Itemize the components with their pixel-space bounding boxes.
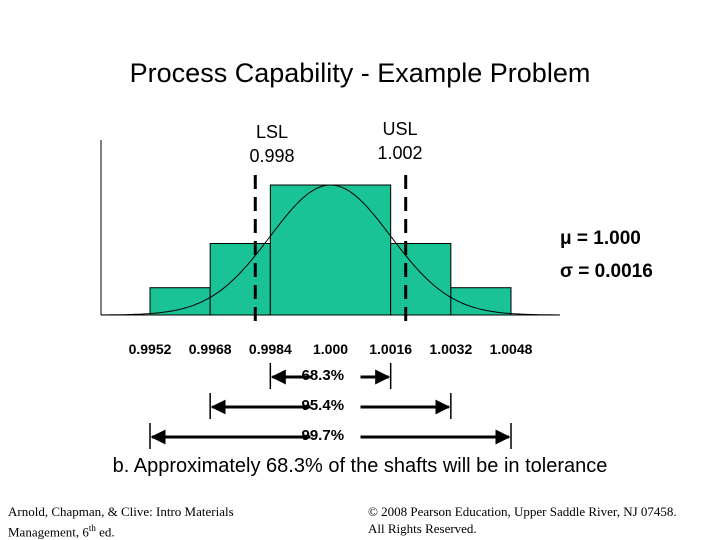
x-tick-label: 1.000 bbox=[312, 341, 349, 357]
footer-left-line1: Arnold, Chapman, & Clive: Intro Material… bbox=[8, 504, 234, 519]
mean-stat: μ = 1.000 bbox=[560, 228, 641, 249]
usl-value: 1.002 bbox=[377, 143, 423, 163]
footer-left-line2-post: ed. bbox=[95, 524, 115, 540]
lsl-label-text: LSL bbox=[255, 122, 289, 142]
slide-title: Process Capability - Example Problem bbox=[129, 58, 591, 88]
usl-label: USL 1.002 bbox=[350, 117, 450, 165]
x-tick-label: 1.0016 bbox=[369, 341, 413, 357]
range-label: 95.4% bbox=[301, 397, 345, 414]
footer-copyright: © 2008 Pearson Education, Upper Saddle R… bbox=[368, 503, 677, 537]
footer-right-line2: All Rights Reserved. bbox=[368, 521, 477, 536]
footer-right-line1: © 2008 Pearson Education, Upper Saddle R… bbox=[368, 504, 677, 519]
conclusion-text: b. Approximately 68.3% of the shafts wil… bbox=[112, 455, 608, 477]
x-tick-label: 0.9952 bbox=[128, 341, 172, 357]
footer-left-line2-pre: Management, 6 bbox=[8, 524, 89, 540]
histogram-bar-1 bbox=[149, 287, 211, 316]
histogram-bar-2 bbox=[209, 243, 271, 316]
x-tick-label: 0.9968 bbox=[188, 341, 232, 357]
footer-left-line2: Management, 6th ed. bbox=[8, 520, 234, 540]
histogram-bar-4 bbox=[390, 243, 452, 316]
x-tick-label: 1.0032 bbox=[429, 341, 473, 357]
histogram-bar-3 bbox=[269, 184, 392, 316]
footer-left-sup: th bbox=[88, 523, 96, 533]
range-label: 99.7% bbox=[301, 427, 345, 444]
normal-curve bbox=[101, 184, 559, 316]
footer-citation: Arnold, Chapman, & Clive: Intro Material… bbox=[8, 503, 234, 540]
x-tick-label: 1.0048 bbox=[489, 341, 533, 357]
lsl-value: 0.998 bbox=[249, 146, 295, 166]
x-tick-label: 0.9984 bbox=[248, 341, 292, 357]
usl-label-text: USL bbox=[382, 119, 418, 139]
range-label: 68.3% bbox=[301, 367, 345, 384]
lsl-label: LSL 0.998 bbox=[222, 120, 322, 168]
x-axis-ticks: 0.9952 0.9968 0.9984 1.000 1.0016 1.0032 1.004… bbox=[0, 341, 720, 365]
histogram-bar-5 bbox=[450, 287, 512, 316]
sigma-stat: σ = 0.0016 bbox=[560, 261, 653, 282]
